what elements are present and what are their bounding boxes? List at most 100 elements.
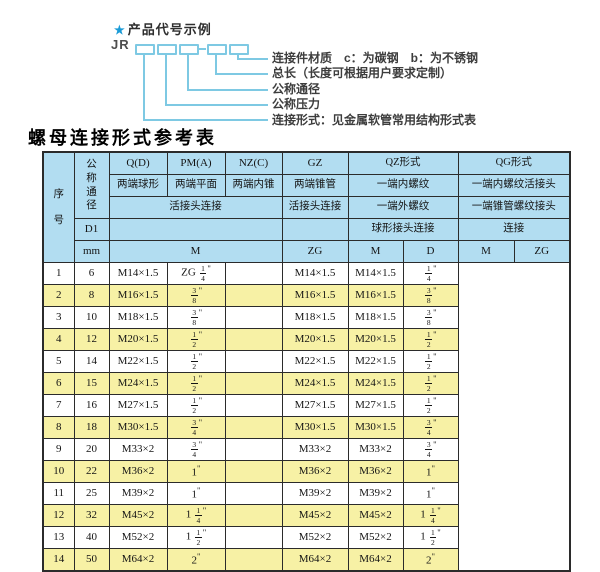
header-dn: 公称通径 bbox=[73, 151, 110, 219]
connector-line bbox=[165, 54, 167, 106]
table-row: 1 6 M14×1.5 ZG 1 4 " M14×1.5 M14×1.5 1 4 " bbox=[42, 262, 570, 285]
table-cell: 3 bbox=[42, 306, 75, 329]
header-d1: D1 bbox=[73, 218, 110, 241]
table-cell: M18×1.5 bbox=[347, 306, 404, 329]
table-cell bbox=[224, 460, 283, 483]
table-cell: M33×2 bbox=[281, 438, 349, 461]
header-gz-connection: 活接头连接 bbox=[281, 196, 349, 219]
table-cell: 14 bbox=[42, 548, 75, 572]
header-qz-m: M bbox=[347, 240, 404, 263]
table-cell: 1 bbox=[42, 262, 75, 285]
table-cell bbox=[224, 284, 283, 307]
nut-connection-reference-table: 序号 公称通径 Q(D) PM(A) NZ(C) GZ QZ形式 QG形式 两端… bbox=[42, 151, 572, 572]
header-gz: GZ bbox=[281, 151, 349, 175]
header-qg-sub2: 一端锥管螺纹接头 bbox=[457, 196, 571, 219]
table-cell: 32 bbox=[73, 504, 110, 527]
table-cell: M30×1.5 bbox=[281, 416, 349, 439]
table-row: 8 18 M30×1.5 3 4 " M30×1.5 M30×1.5 3 4 " bbox=[42, 416, 570, 439]
table-cell: M20×1.5 bbox=[108, 328, 168, 351]
table-cell: 2 bbox=[42, 284, 75, 307]
code-box bbox=[229, 44, 249, 55]
table-cell: M64×2 bbox=[347, 548, 404, 572]
table-cell: M33×2 bbox=[347, 438, 404, 461]
header-qd: Q(D) bbox=[108, 151, 168, 175]
connector-line bbox=[237, 58, 268, 60]
table-cell: 1 1 4 " bbox=[402, 504, 459, 527]
table-cell: M24×1.5 bbox=[281, 372, 349, 395]
table-cell: 8 bbox=[73, 284, 110, 307]
header-qz-sub: 一端内螺纹 bbox=[347, 174, 459, 197]
table-cell: M64×2 bbox=[281, 548, 349, 572]
connector-line bbox=[187, 54, 189, 91]
diagram-heading: ★ 产品代号示例 bbox=[114, 19, 212, 38]
header-pma: PM(A) bbox=[166, 151, 226, 175]
connector-line bbox=[187, 89, 268, 91]
table-row: 12 32 M45×2 1 1 4 " M45×2 M45×2 1 1 4 " bbox=[42, 504, 570, 527]
table-row: 11 25 M39×2 1" M39×2 M39×2 1" bbox=[42, 482, 570, 505]
table-cell: 9 bbox=[42, 438, 75, 461]
table-cell: M52×2 bbox=[108, 526, 168, 549]
table-cell: 20 bbox=[73, 438, 110, 461]
table-cell: 2" bbox=[402, 548, 459, 572]
table-cell: M14×1.5 bbox=[281, 262, 349, 285]
table-cell: M24×1.5 bbox=[108, 372, 168, 395]
header-qd-sub: 两端球形 bbox=[108, 174, 168, 197]
table-cell: 10 bbox=[73, 306, 110, 329]
connector-line bbox=[165, 104, 268, 106]
table-cell: 3 4 " bbox=[402, 416, 459, 439]
header-row: 序号 公称通径 Q(D) PM(A) NZ(C) GZ QZ形式 QG形式 bbox=[42, 151, 571, 263]
table-cell bbox=[224, 350, 283, 373]
table-cell: M52×2 bbox=[347, 526, 404, 549]
table-row: 6 15 M24×1.5 1 2 " M24×1.5 M24×1.5 1 2 " bbox=[42, 372, 570, 395]
table-cell: M64×2 bbox=[108, 548, 168, 572]
code-label-material: 连接件材质 c：为碳钢 b：为不锈钢 bbox=[272, 51, 479, 65]
table-cell: 3 4 " bbox=[402, 438, 459, 461]
table-cell: 1" bbox=[402, 460, 459, 483]
header-m: M bbox=[108, 240, 283, 263]
header-seq: 序号 bbox=[42, 151, 75, 263]
table-cell: 3 8 " bbox=[402, 284, 459, 307]
code-label-pressure: 公称压力 bbox=[272, 97, 321, 111]
header-row: mm M ZG M D M ZG bbox=[43, 240, 571, 263]
table-row: 5 14 M22×1.5 1 2 " M22×1.5 M22×1.5 1 2 " bbox=[42, 350, 570, 373]
table-cell: M22×1.5 bbox=[108, 350, 168, 373]
header-qg-sub: 一端内螺纹活接头 bbox=[457, 174, 571, 197]
table-cell: 25 bbox=[73, 482, 110, 505]
header-row: 两端球形 两端平面 两端内锥 两端锥管 一端内螺纹 一端内螺纹活接头 bbox=[43, 174, 571, 197]
diagram-heading-text: 产品代号示例 bbox=[127, 22, 212, 37]
table-cell: 6 bbox=[73, 262, 110, 285]
table-cell: M36×2 bbox=[108, 460, 168, 483]
table-cell: 1 2 " bbox=[166, 328, 226, 351]
table-cell: 8 bbox=[42, 416, 75, 439]
table-cell: M30×1.5 bbox=[347, 416, 404, 439]
table-row: 9 20 M33×2 3 4 " M33×2 M33×2 3 4 " bbox=[42, 438, 570, 461]
header-qz-connection: 球形接头连接 bbox=[347, 218, 459, 241]
table-cell: ZG 1 4 " bbox=[166, 262, 226, 285]
table-cell: 2" bbox=[166, 548, 226, 572]
table-cell: 3 8 " bbox=[166, 306, 226, 329]
table-cell: M39×2 bbox=[281, 482, 349, 505]
connector-line bbox=[215, 73, 268, 75]
header-nzc: NZ(C) bbox=[224, 151, 283, 175]
table-cell: M18×1.5 bbox=[281, 306, 349, 329]
table-cell: 1 2 " bbox=[402, 328, 459, 351]
table-cell: 3 8 " bbox=[402, 306, 459, 329]
table-cell: 6 bbox=[42, 372, 75, 395]
product-code-prefix: JR bbox=[111, 37, 130, 52]
table-cell: 1 2 " bbox=[402, 350, 459, 373]
table-cell: 1 1 4 " bbox=[166, 504, 226, 527]
table-cell: M36×2 bbox=[281, 460, 349, 483]
table-cell: M30×1.5 bbox=[108, 416, 168, 439]
table-cell: M27×1.5 bbox=[281, 394, 349, 417]
table-cell: 12 bbox=[73, 328, 110, 351]
header-nzc-sub: 两端内锥 bbox=[224, 174, 283, 197]
table-cell: 1 2 " bbox=[402, 394, 459, 417]
table-cell: M18×1.5 bbox=[108, 306, 168, 329]
table-cell: 50 bbox=[73, 548, 110, 572]
table-cell: 1 2 " bbox=[166, 394, 226, 417]
table-cell bbox=[224, 482, 283, 505]
code-label-length: 总长（长度可根据用户要求定制） bbox=[272, 66, 453, 80]
table-cell: 3 8 " bbox=[166, 284, 226, 307]
table-row: 3 10 M18×1.5 3 8 " M18×1.5 M18×1.5 3 8 " bbox=[42, 306, 570, 329]
